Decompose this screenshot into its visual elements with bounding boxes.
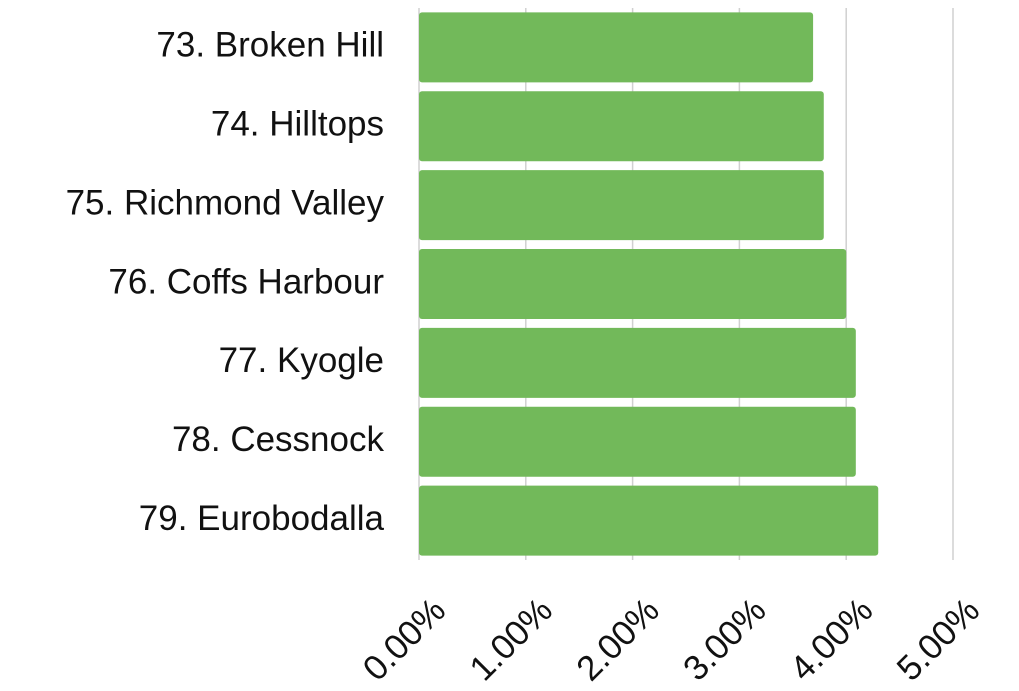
y-tick-label: 77. Kyogle bbox=[219, 341, 384, 380]
y-tick-label: 79. Eurobodalla bbox=[139, 499, 385, 538]
bar bbox=[419, 406, 856, 477]
y-tick-label: 76. Coffs Harbour bbox=[108, 262, 384, 301]
x-tick-label: 4.00% bbox=[783, 591, 881, 689]
y-tick-label: 78. Cessnock bbox=[172, 420, 385, 459]
y-tick-label: 75. Richmond Valley bbox=[66, 183, 385, 222]
bar bbox=[419, 249, 847, 319]
bar bbox=[419, 12, 814, 83]
x-tick-label: 5.00% bbox=[889, 591, 987, 689]
y-tick-label: 74. Hilltops bbox=[211, 105, 384, 144]
x-tick-label: 2.00% bbox=[569, 591, 667, 689]
x-tick-label: 0.00% bbox=[355, 591, 453, 689]
x-tick-label: 3.00% bbox=[676, 591, 774, 689]
bar bbox=[419, 485, 879, 556]
x-tick-label: 1.00% bbox=[462, 591, 560, 689]
y-tick-label: 73. Broken Hill bbox=[156, 26, 384, 65]
bar bbox=[419, 91, 824, 162]
bar bbox=[419, 327, 856, 398]
bar bbox=[419, 170, 824, 241]
